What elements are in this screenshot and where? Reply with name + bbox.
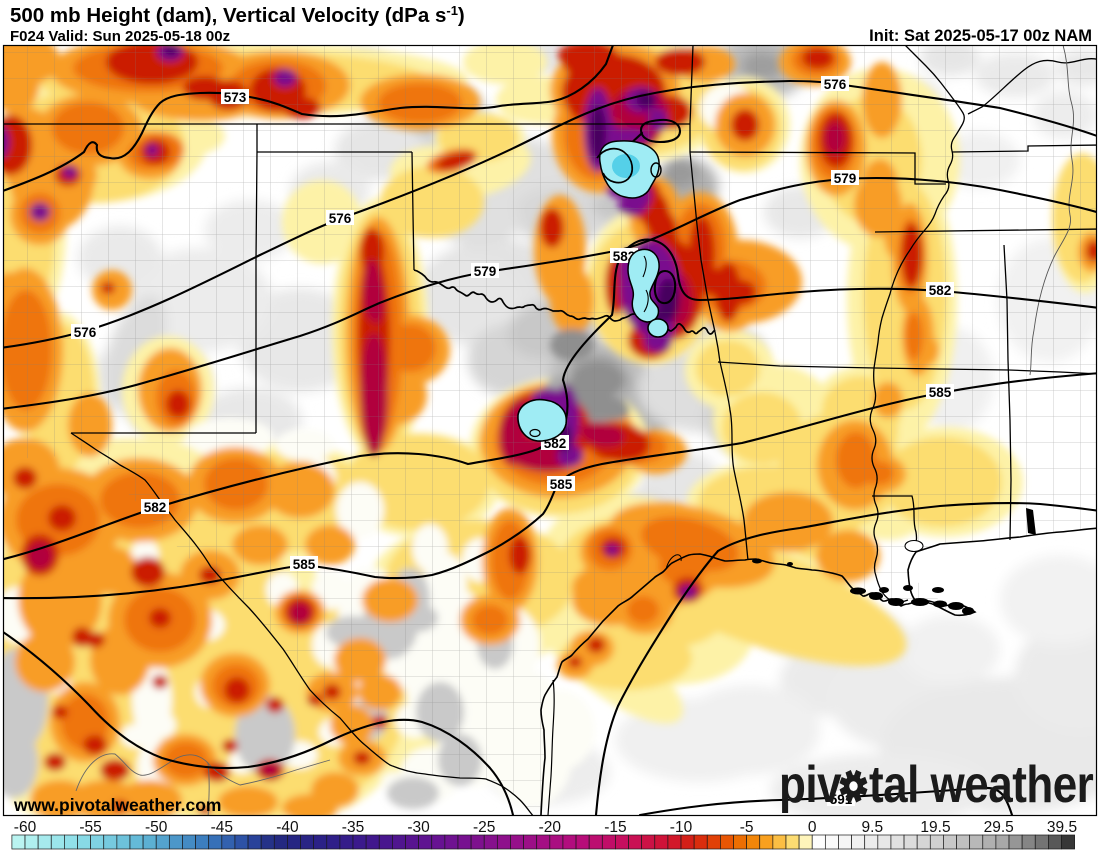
svg-text:582: 582 (144, 500, 167, 515)
svg-text:-20: -20 (539, 819, 562, 836)
svg-text:F024 Valid: Sun 2025-05-18 00z: F024 Valid: Sun 2025-05-18 00z (10, 28, 230, 45)
svg-text:-45: -45 (211, 819, 233, 836)
svg-text:www.pivotalweather.com: www.pivotalweather.com (13, 795, 221, 815)
svg-text:579: 579 (834, 171, 857, 186)
svg-text:19.5: 19.5 (920, 819, 950, 836)
svg-text:-40: -40 (276, 819, 299, 836)
svg-text:Init: Sat 2025-05-17 00z NAM: Init: Sat 2025-05-17 00z NAM (869, 27, 1092, 45)
svg-text:-50: -50 (145, 819, 168, 836)
svg-text:-60: -60 (14, 819, 37, 836)
svg-text:-5: -5 (740, 819, 754, 836)
svg-text:piv: piv (779, 757, 842, 814)
svg-text:582: 582 (929, 283, 952, 298)
svg-text:576: 576 (824, 77, 847, 92)
svg-text:573: 573 (224, 90, 247, 105)
svg-text:0: 0 (808, 819, 817, 836)
svg-text:585: 585 (929, 385, 952, 400)
svg-text:576: 576 (329, 211, 352, 226)
svg-text:576: 576 (74, 325, 97, 340)
svg-text:-25: -25 (473, 819, 495, 836)
svg-text:-55: -55 (79, 819, 101, 836)
svg-text:579: 579 (474, 264, 497, 279)
svg-text:585: 585 (550, 477, 573, 492)
svg-text:29.5: 29.5 (984, 819, 1014, 836)
svg-text:-35: -35 (342, 819, 364, 836)
svg-text:-30: -30 (407, 819, 430, 836)
svg-text:39.5: 39.5 (1047, 819, 1077, 836)
svg-text:585: 585 (293, 557, 316, 572)
svg-text:500 mb Height (dam), Vertical: 500 mb Height (dam), Vertical Velocity (… (10, 3, 465, 27)
svg-text:-10: -10 (670, 819, 693, 836)
svg-text:-15: -15 (604, 819, 626, 836)
svg-text:tal weather: tal weather (869, 757, 1093, 814)
svg-text:9.5: 9.5 (862, 819, 884, 836)
